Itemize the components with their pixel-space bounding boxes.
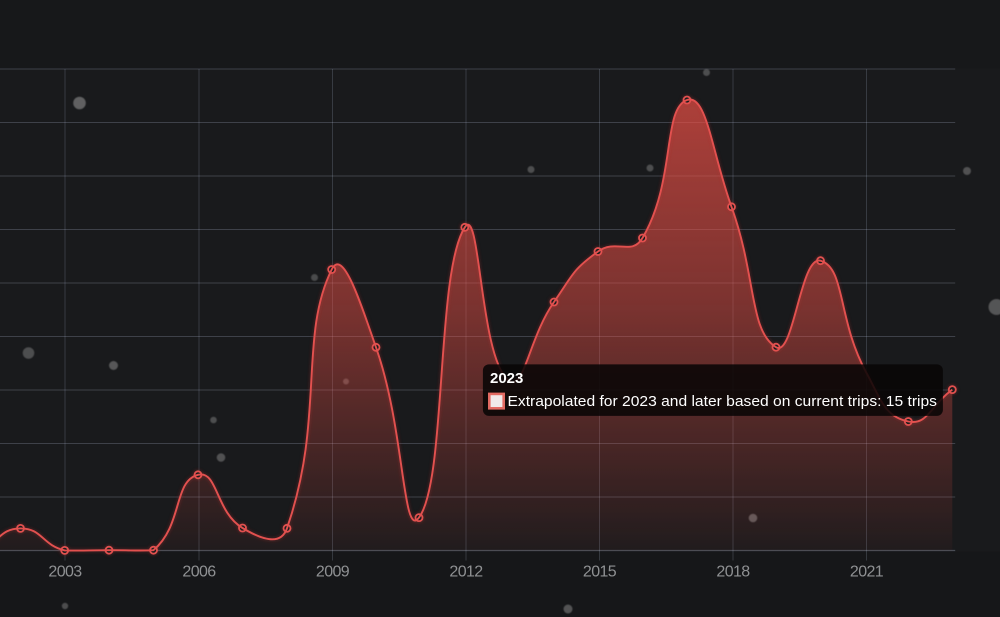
svg-text:2021: 2021: [850, 564, 884, 581]
svg-text:2003: 2003: [48, 564, 82, 581]
svg-text:Extrapolated for 2023 and late: Extrapolated for 2023 and later based on…: [508, 393, 938, 410]
svg-text:2012: 2012: [449, 564, 483, 581]
svg-text:2009: 2009: [316, 564, 350, 581]
svg-text:2018: 2018: [716, 564, 750, 581]
svg-text:2006: 2006: [182, 564, 216, 581]
svg-text:2015: 2015: [583, 564, 617, 581]
svg-text:2023: 2023: [490, 370, 523, 387]
